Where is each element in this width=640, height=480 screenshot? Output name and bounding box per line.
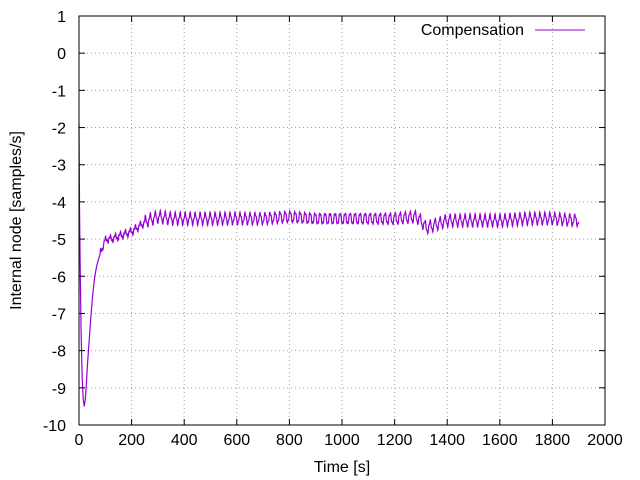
y-tick-label: -1	[52, 83, 66, 100]
y-axis-title: Internal node [samples/s]	[8, 131, 25, 310]
ticks: 0 200 400 600 800 1000 1200 1400 1600 1800 200010-…	[43, 9, 623, 449]
y-tick-label: -10	[43, 418, 66, 435]
x-tick-label: 1400	[429, 432, 465, 449]
legend-label: Compensation	[421, 22, 524, 39]
x-tick-label: 600	[223, 432, 250, 449]
y-tick-label: -5	[52, 232, 66, 249]
x-tick-label: 200	[118, 432, 145, 449]
x-axis-title: Time [s]	[314, 459, 370, 476]
x-tick-label: 400	[171, 432, 198, 449]
series-layer	[78, 123, 580, 407]
y-tick-label: 1	[57, 9, 66, 26]
y-tick-label: -9	[52, 381, 66, 398]
y-tick-label: -8	[52, 344, 66, 361]
x-tick-label: 1000	[324, 432, 360, 449]
x-tick-label: 1600	[482, 432, 518, 449]
y-tick-label: -3	[52, 158, 66, 175]
y-tick-label: -4	[52, 195, 66, 212]
y-tick-label: 0	[57, 46, 66, 63]
y-tick-label: -6	[52, 269, 66, 286]
x-tick-label: 800	[276, 432, 303, 449]
x-tick-label: 2000	[587, 432, 623, 449]
series-line-0	[78, 123, 580, 407]
y-tick-label: -2	[52, 121, 66, 138]
y-tick-label: -7	[52, 306, 66, 323]
x-tick-label: 1800	[535, 432, 571, 449]
x-tick-label: 0	[75, 432, 84, 449]
x-tick-label: 1200	[377, 432, 413, 449]
legend: Compensation	[421, 22, 585, 39]
